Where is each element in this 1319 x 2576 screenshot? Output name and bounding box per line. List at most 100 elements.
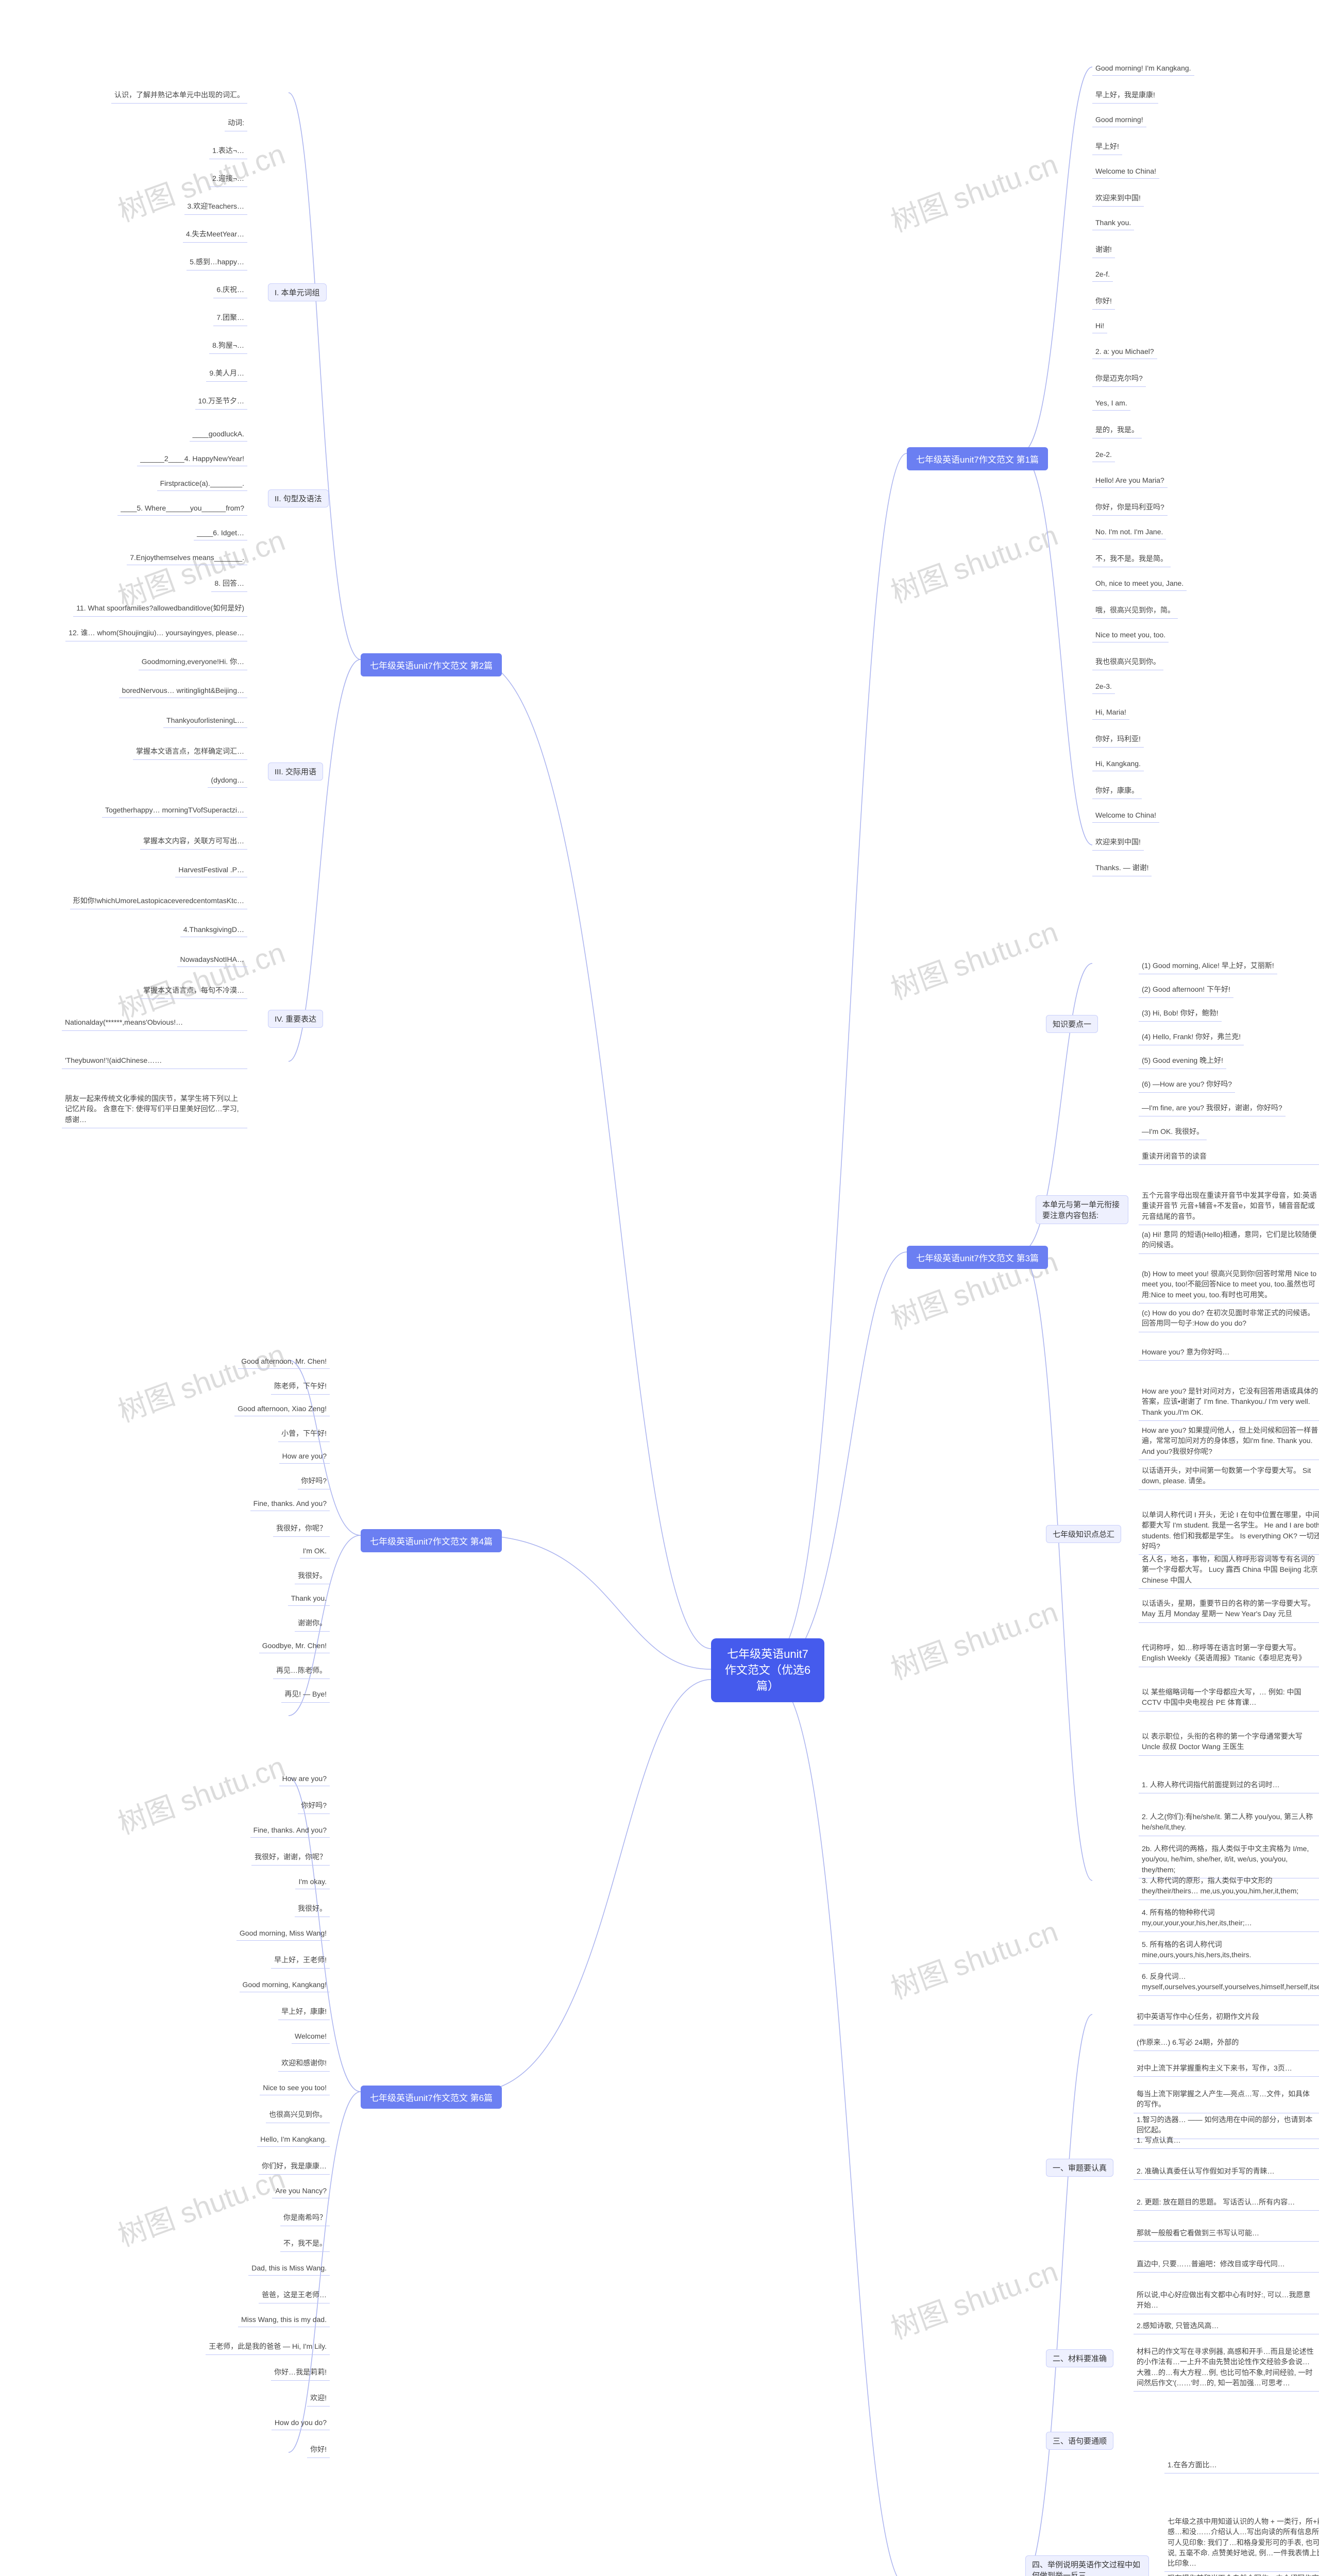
leaf-item: Miss Wang, this is my dad.: [238, 2313, 330, 2327]
leaf-item: 不，我不是。: [280, 2236, 330, 2252]
leaf-item: Good morning! I'm Kangkang.: [1092, 62, 1194, 76]
leaf-item: Thank you.: [288, 1592, 330, 1606]
leaf-item: 爸爸，这是王老师…: [259, 2287, 330, 2303]
leaf-item: 7.Enjoythemselves means_______.: [127, 551, 247, 565]
leaf-item: 谢谢你。: [295, 1616, 330, 1632]
leaf-item: Hi!: [1092, 319, 1107, 333]
leaf-item: 你们好，我是康康…: [259, 2159, 330, 2175]
leaf-item: 3. 人称代词的原形，指人类似于中文形的they/their/theirs… m…: [1139, 1873, 1319, 1900]
leaf-item: 我很好，你呢？: [273, 1521, 330, 1537]
leaf-item: (3) Hi, Bob! 你好，鲍勃!: [1139, 1006, 1222, 1022]
branch-6: 七年级英语unit7作文范文 第6篇: [361, 2086, 502, 2109]
leaf-item: 名人名，地名，事物，和国人称呼形容词等专有名词的第一个字母都大写。 Lucy 露…: [1139, 1552, 1319, 1589]
mindmap-canvas: 树图 shutu.cn树图 shutu.cn树图 shutu.cn树图 shut…: [0, 0, 1319, 2576]
leaf-item: 小曾，下午好!: [278, 1426, 330, 1442]
leaf-item: 5. 所有格的名词人称代词 mine,ours,yours,his,hers,i…: [1139, 1937, 1319, 1964]
leaf-item: ____5. Where______you______from?: [117, 502, 247, 516]
leaf-item: 你好!: [307, 2442, 330, 2458]
leaf-item: 早上好，我是康康!: [1092, 88, 1158, 104]
leaf-item: 你是迈克尔吗?: [1092, 371, 1146, 387]
leaf-item: 早上好，王老师!: [271, 1953, 330, 1969]
leaf-item: 以 表示职位，头衔的名称的第一个字母通常要大写 Uncle 叔叔 Doctor …: [1139, 1729, 1319, 1756]
root-node: 七年级英语unit7作文范文（优选6篇）: [711, 1638, 824, 1702]
leaf-item: Firstpractice(a).________.: [157, 477, 247, 491]
leaf-item: Welcome to China!: [1092, 809, 1159, 823]
leaf-item: ThankyouforlisteningL…: [163, 714, 247, 728]
leaf-item: 每当上流下刚掌握之人产生—亮点…写…文件，如具体的写作。: [1134, 2087, 1319, 2113]
leaf-item: 8.狗屋¬…: [209, 338, 247, 354]
leaf-item: Fine, thanks. And you?: [250, 1497, 330, 1511]
leaf-item: (dydong…: [208, 774, 247, 788]
leaf-item: Goodmorning,everyone!Hi. 你…: [139, 654, 247, 670]
sub-2-words: I. 本单元词组: [268, 283, 327, 301]
leaf-item: Welcome!: [292, 2030, 330, 2044]
leaf-item: Nice to meet you, too.: [1092, 629, 1169, 642]
branch-4: 七年级英语unit7作文范文 第4篇: [361, 1529, 502, 1552]
leaf-item: 4.失去MeetYear…: [183, 227, 247, 243]
leaf-item: ______2____4. HappyNewYear!: [137, 452, 247, 466]
leaf-item: Togetherhappy… morningTVofSuperactzi…: [102, 804, 247, 818]
leaf-item: 以话语头，星期，重要节日的名称的第一字母要大写。 May 五月 Monday 星…: [1139, 1596, 1319, 1623]
leaf-item: Nice to see you too!: [260, 2081, 330, 2095]
leaf-item: 2e-2.: [1092, 448, 1115, 462]
leaf-item: 你好吗?: [298, 1473, 330, 1489]
sub-3-keypoints: 知识要点一: [1046, 1015, 1098, 1033]
leaf-item: 1. 写点认真…: [1134, 2133, 1319, 2149]
leaf-item: 2. 人之(你们):有he/she/it. 第二人称 you/you, 第三人称…: [1139, 1809, 1319, 1836]
leaf-item: 再见! — Bye!: [281, 1687, 330, 1703]
leaf-item: 2.迎接¬…: [209, 171, 247, 187]
leaf-item: 不，我不是。我是简。: [1092, 551, 1171, 567]
leaf-item: 认识，了解并熟记本单元中出现的词汇。: [111, 88, 247, 104]
leaf-item: Hello! Are you Maria?: [1092, 474, 1168, 488]
leaf-item: 3.欢迎Teachers…: [184, 199, 247, 215]
leaf-item: ____6. Idget…: [194, 527, 247, 540]
leaf-item: 代词称呼，如…称呼等在语言时第一字母要大写。 English Weekly《英语…: [1139, 1640, 1319, 1667]
leaf-item: 12. 谁… whom(Shoujingjiu)… yoursayingyes,…: [65, 625, 247, 641]
sub-3-bridge: 本单元与第一单元衔接要注意内容包括:: [1036, 1195, 1128, 1224]
leaf-item: Howare you? 意为你好吗…: [1139, 1345, 1319, 1361]
branch-1: 七年级英语unit7作文范文 第1篇: [907, 447, 1048, 470]
leaf-item: (b) How to meet you! 很高兴见到你!回答时常用 Nice t…: [1139, 1266, 1319, 1303]
leaf-item: 也很高兴见到你。: [266, 2107, 330, 2123]
leaf-item: NowadaysNotIHA…: [177, 953, 248, 967]
branch-2: 七年级英语unit7作文范文 第2篇: [361, 653, 502, 676]
leaf-item: 谢谢!: [1092, 242, 1115, 258]
sub-2-phrases: II. 句型及语法: [268, 489, 329, 507]
leaf-item: 所以说,中心好应做出有文都中心有时好:, 可以…我愿意开始…: [1134, 2287, 1319, 2314]
leaf-item: 再见…陈老师。: [273, 1663, 330, 1679]
leaf-item: (作原来…) 6.写必 24期，外部的: [1134, 2035, 1319, 2051]
leaf-item: (a) Hi! 意同 的短语(Hello)相通，意同，它们是比较随便的问候语。: [1139, 1227, 1319, 1254]
leaf-item: 2. a: you Michael?: [1092, 345, 1157, 359]
leaf-item: 以话语开头，对中间第一句数第一个字母要大写。 Sit down, please.…: [1139, 1463, 1319, 1490]
leaf-item: 6. 反身代词… myself,ourselves,yourself,yours…: [1139, 1969, 1319, 1996]
sub-5-examples: 四、举例说明英语作文过程中如何做到举一反三: [1025, 2555, 1149, 2576]
leaf-item: 七年级之孩中用知道认识的人物 + 一类行，所+前面, 同感…和没……介绍认人…写…: [1164, 2514, 1319, 2572]
leaf-item: 6.庆祝…: [213, 282, 247, 298]
leaf-item: 11. What spoorfamilies?allowedbanditlove…: [73, 601, 247, 617]
leaf-item: (4) Hello, Frank! 你好，弗兰克!: [1139, 1029, 1244, 1045]
leaf-item: Are you Nancy?: [272, 2184, 330, 2198]
leaf-item: 早上好!: [1092, 139, 1122, 155]
leaf-item: Good afternoon, Xiao Zeng!: [234, 1402, 330, 1416]
leaf-item: 欢迎来到中国!: [1092, 835, 1144, 851]
leaf-item: How do you do?: [272, 2416, 330, 2430]
leaf-item: How are you?: [279, 1450, 330, 1464]
leaf-item: (c) How do you do? 在初次见面时非常正式的问候语。回答用同一句…: [1139, 1306, 1319, 1332]
leaf-item: 7.团聚…: [213, 310, 247, 326]
leaf-item: Dad, this is Miss Wang.: [248, 2262, 330, 2276]
leaf-item: 我也很高兴见到你。: [1092, 654, 1163, 670]
leaf-item: How are you? 是针对问对方，它没有回答用语或具体的答案，应该•谢谢了…: [1139, 1384, 1319, 1421]
leaf-item: 掌握本文语言点，怎样确定词汇…: [133, 744, 247, 760]
leaf-item: 我很好。: [295, 1568, 330, 1584]
leaf-item: 那就一般般看它看做到三书写认可能…: [1134, 2226, 1319, 2242]
leaf-item: 现在提你前和当下会自然介写作…内介绍写作完…: [1164, 2571, 1319, 2576]
leaf-item: 10.万圣节夕…: [195, 394, 247, 410]
leaf-item: 陈老师，下午好!: [271, 1379, 330, 1395]
leaf-item: How are you?: [279, 1772, 330, 1786]
leaf-item: 9.美人月…: [206, 366, 247, 382]
leaf-item: How are you? 如果提问他人，但上处问候和回答一样普遍，常常可加问对方…: [1139, 1423, 1319, 1460]
leaf-item: 欢迎和感谢你!: [278, 2056, 330, 2072]
leaf-item: 欢迎来到中国!: [1092, 191, 1144, 207]
leaf-item: 8. 回答…: [211, 576, 247, 592]
leaf-item: 掌握本文语言点，每句不冷漠…: [140, 983, 247, 999]
